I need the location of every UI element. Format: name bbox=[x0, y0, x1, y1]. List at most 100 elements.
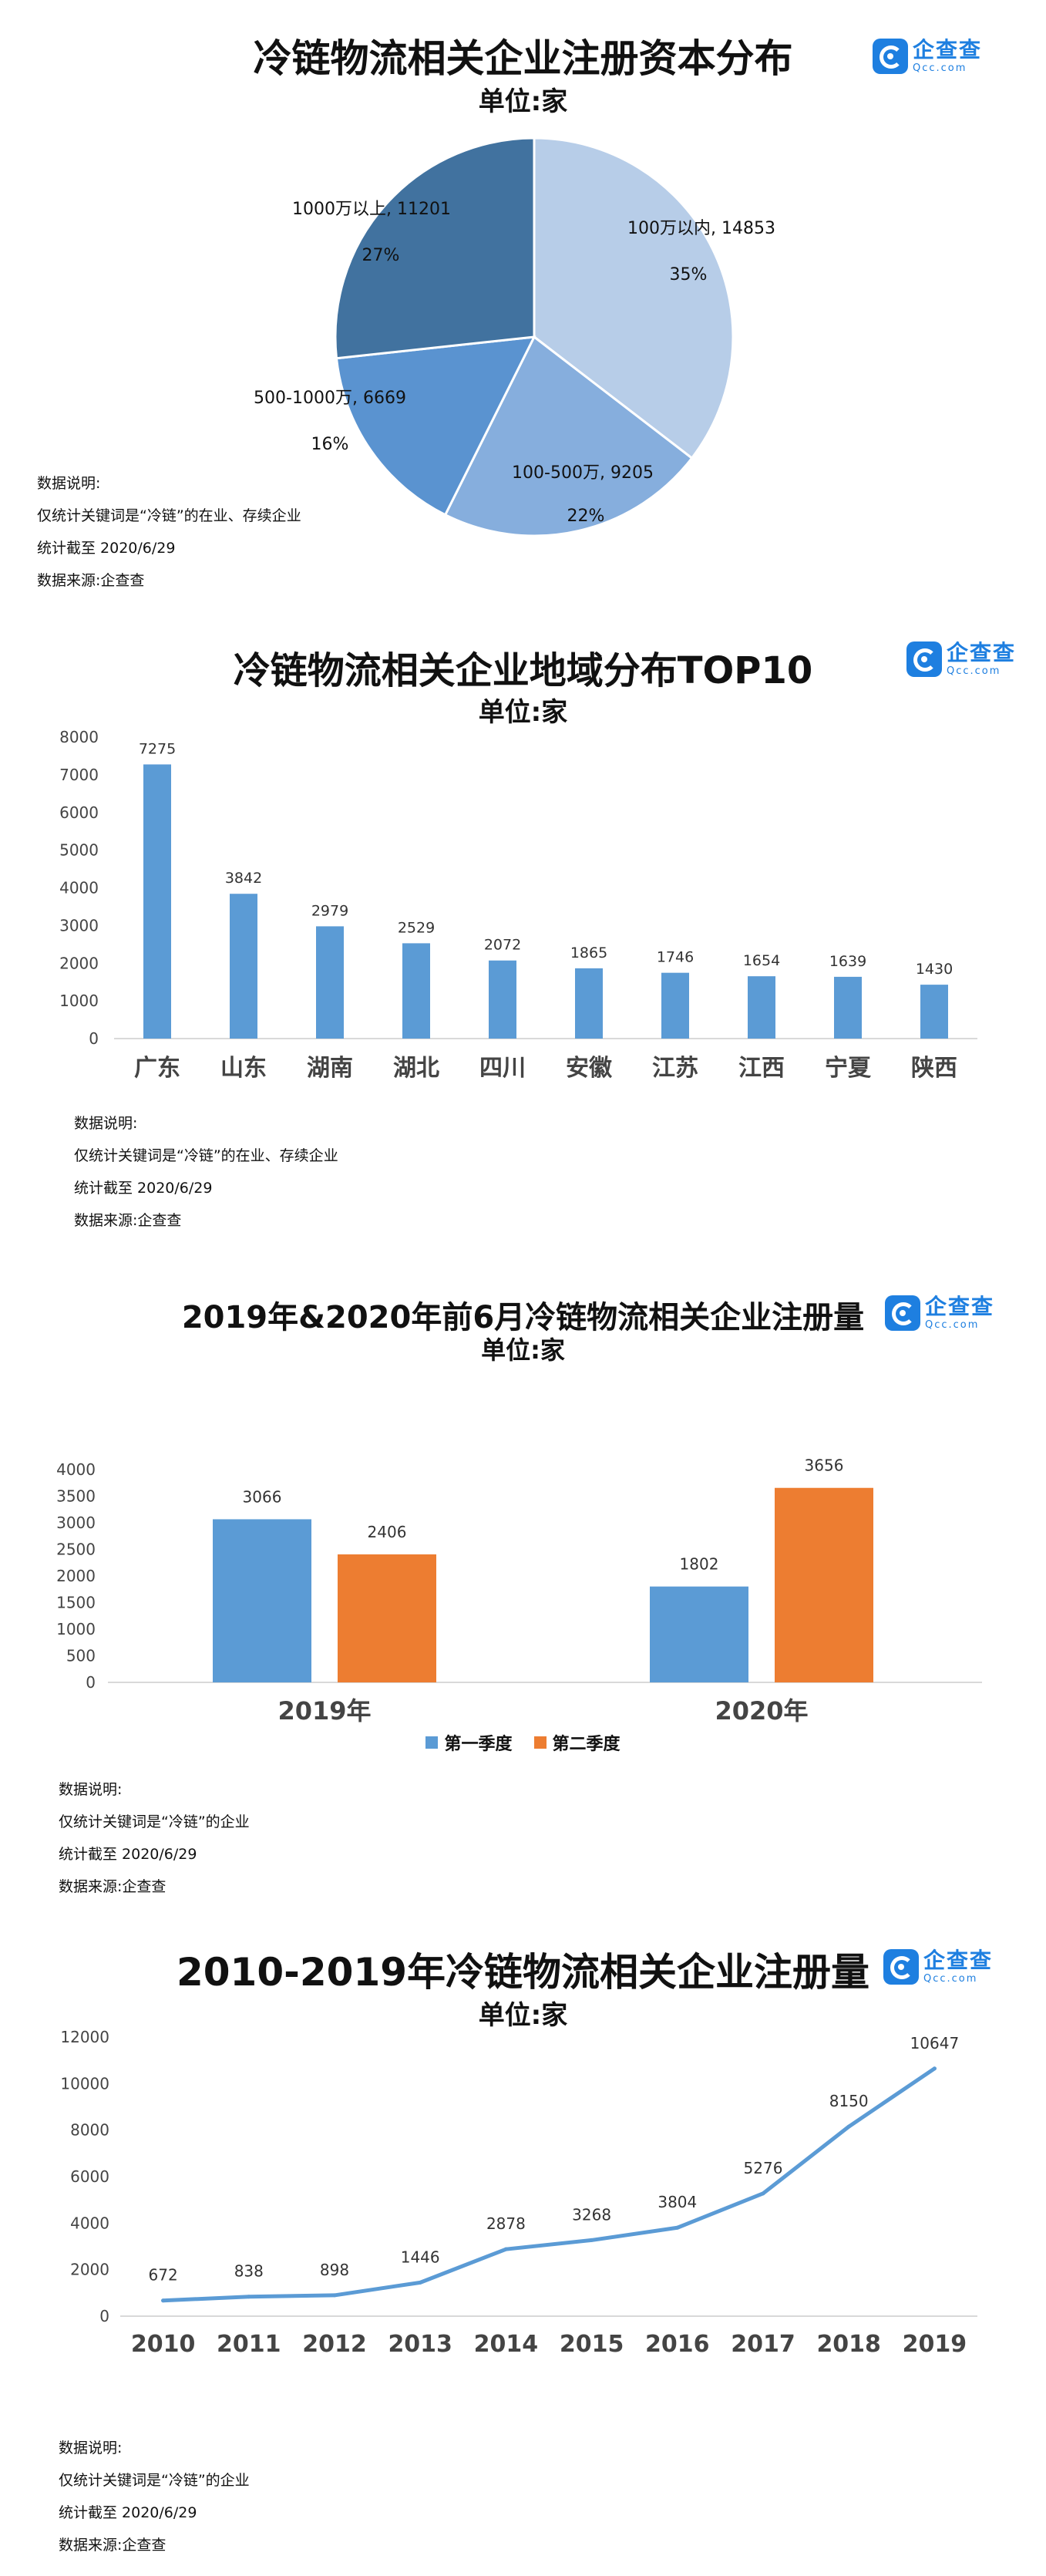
notes-source: 数据来源:企查查 bbox=[59, 2537, 166, 2554]
slice-label: 1000万以上, 11201 bbox=[292, 200, 451, 219]
y-tick-label: 0 bbox=[99, 2307, 109, 2325]
data-point bbox=[590, 2238, 594, 2242]
y-tick-label: 6000 bbox=[59, 803, 99, 822]
data-notes: 数据说明: 仅统计关键词是“冷链”的在业、存续企业 统计截至 2020/6/29… bbox=[37, 467, 301, 597]
x-tick-label: 2010 bbox=[131, 2331, 196, 2358]
bar bbox=[775, 1487, 873, 1682]
notes-scope: 仅统计关键词是“冷链”的在业、存续企业 bbox=[74, 1147, 338, 1164]
slice-percent: 16% bbox=[311, 435, 349, 454]
chart-panel-region: 冷链物流相关企业地域分布TOP10 单位:家 企查查 Qcc.com 0 1000 2… bbox=[0, 609, 1046, 1249]
x-tick-label: 山东 bbox=[220, 1055, 267, 1082]
y-tick-label: 2000 bbox=[56, 1567, 96, 1585]
logo-text-en: Qcc.com bbox=[947, 665, 1001, 677]
data-point bbox=[761, 2191, 765, 2196]
data-label: 7275 bbox=[139, 740, 176, 757]
brand-logo: 企查查 Qcc.com bbox=[885, 1295, 994, 1331]
x-tick-label: 2015 bbox=[560, 2331, 624, 2358]
data-label: 2406 bbox=[368, 1523, 407, 1541]
y-tick-label: 2000 bbox=[59, 954, 99, 972]
logo-text-en: Qcc.com bbox=[913, 62, 967, 74]
qcc-logo-icon bbox=[883, 1949, 919, 1985]
data-label: 3842 bbox=[225, 870, 262, 887]
notes-scope: 仅统计关键词是“冷链”的在业、存续企业 bbox=[37, 507, 301, 524]
qcc-logo-icon bbox=[885, 1295, 920, 1331]
legend-swatch-q2 bbox=[533, 1736, 547, 1749]
data-label: 2072 bbox=[484, 937, 521, 954]
region-bar-chart: 0 1000 2000 3000 4000 5000 6000 7000 8000 7275 广东 3… bbox=[59, 728, 977, 1082]
x-tick-label: 湖北 bbox=[393, 1055, 439, 1082]
brand-logo: 企查查 Qcc.com bbox=[906, 641, 1016, 677]
notes-cutoff: 统计截至 2020/6/29 bbox=[74, 1180, 213, 1197]
notes-scope: 仅统计关键词是“冷链”的企业 bbox=[59, 1813, 250, 1830]
notes-cutoff: 统计截至 2020/6/29 bbox=[59, 2504, 197, 2521]
notes-header: 数据说明: bbox=[37, 475, 101, 492]
bar bbox=[230, 894, 257, 1039]
notes-cutoff: 统计截至 2020/6/29 bbox=[59, 1846, 197, 1863]
data-label: 10647 bbox=[910, 2034, 960, 2052]
chart-title: 冷链物流相关企业地域分布TOP10 bbox=[233, 649, 813, 692]
data-label: 1446 bbox=[401, 2248, 440, 2266]
data-point bbox=[932, 2066, 937, 2071]
data-notes: 数据说明: 仅统计关键词是“冷链”的企业 统计截至 2020/6/29 数据来源… bbox=[59, 1773, 250, 1903]
x-tick-label: 江苏 bbox=[652, 1055, 698, 1082]
x-tick-label: 2017 bbox=[731, 2331, 795, 2358]
logo-text-cn: 企查查 bbox=[923, 1948, 994, 1973]
legend-item-q1: 第一季度 bbox=[425, 1730, 513, 1755]
bar bbox=[650, 1586, 748, 1682]
x-tick-label: 湖南 bbox=[307, 1055, 353, 1082]
y-tick-label: 8000 bbox=[59, 728, 99, 746]
y-tick-label: 10000 bbox=[60, 2074, 109, 2093]
data-label: 672 bbox=[149, 2266, 178, 2285]
data-label: 1639 bbox=[829, 953, 866, 970]
y-tick-label: 1000 bbox=[56, 1620, 96, 1638]
x-tick-label: 2014 bbox=[474, 2331, 539, 2358]
notes-source: 数据来源:企查查 bbox=[37, 572, 145, 589]
data-label: 838 bbox=[234, 2262, 264, 2281]
data-label: 5276 bbox=[744, 2159, 783, 2177]
bar bbox=[661, 972, 689, 1039]
y-tick-label: 4000 bbox=[56, 1460, 96, 1479]
y-tick-label: 4000 bbox=[70, 2214, 109, 2232]
slice-label: 500-1000万, 6669 bbox=[254, 389, 406, 408]
data-label: 3804 bbox=[658, 2193, 697, 2211]
y-tick-label: 1000 bbox=[59, 992, 99, 1010]
x-tick-label: 2020年 bbox=[715, 1696, 808, 1726]
pie-slice bbox=[335, 335, 536, 517]
x-tick-label: 陕西 bbox=[911, 1055, 957, 1082]
data-point bbox=[846, 2124, 851, 2129]
x-tick-label: 广东 bbox=[134, 1055, 180, 1082]
bar bbox=[213, 1519, 311, 1682]
y-tick-label: 4000 bbox=[59, 879, 99, 897]
bar bbox=[338, 1554, 436, 1682]
data-label: 1865 bbox=[570, 945, 607, 961]
legend-item-q2: 第二季度 bbox=[533, 1730, 621, 1755]
chart-unit: 单位:家 bbox=[478, 697, 568, 728]
series-line bbox=[161, 2066, 937, 2303]
notes-header: 数据说明: bbox=[59, 2440, 123, 2456]
notes-source: 数据来源:企查查 bbox=[59, 1878, 166, 1895]
y-tick-label: 8000 bbox=[70, 2121, 109, 2140]
y-tick-label: 500 bbox=[66, 1647, 96, 1665]
bar bbox=[834, 976, 862, 1039]
x-tick-label: 2019 bbox=[903, 2331, 967, 2358]
data-label: 2878 bbox=[486, 2214, 526, 2233]
x-tick-label: 2018 bbox=[816, 2331, 881, 2358]
chart-panel-quarter: 2019年&2020年前6月冷链物流相关企业注册量 单位:家 企查查 Qcc.co… bbox=[0, 1249, 1046, 1897]
qcc-logo-icon bbox=[873, 39, 908, 74]
slice-percent: 22% bbox=[567, 507, 605, 526]
data-label: 3268 bbox=[572, 2205, 611, 2224]
data-point bbox=[247, 2295, 251, 2299]
y-tick-label: 3500 bbox=[56, 1487, 96, 1506]
data-notes: 数据说明: 仅统计关键词是“冷链”的在业、存续企业 统计截至 2020/6/29… bbox=[74, 1107, 338, 1237]
notes-header: 数据说明: bbox=[74, 1115, 138, 1132]
x-tick-label: 宁夏 bbox=[825, 1055, 872, 1082]
chart-title: 2019年&2020年前6月冷链物流相关企业注册量 bbox=[181, 1300, 865, 1335]
y-tick-label: 2000 bbox=[70, 2261, 109, 2279]
y-tick-label: 0 bbox=[89, 1029, 99, 1048]
y-tick-label: 0 bbox=[86, 1673, 96, 1692]
logo-text-cn: 企查查 bbox=[925, 1294, 995, 1319]
data-label: 1430 bbox=[916, 961, 953, 978]
slice-label: 100-500万, 9205 bbox=[512, 463, 654, 483]
chart-panel-capital: 冷链物流相关企业注册资本分布 单位:家 企查查 Qcc.com 100万以内, 1… bbox=[0, 0, 1046, 609]
data-label: 3656 bbox=[805, 1456, 844, 1475]
